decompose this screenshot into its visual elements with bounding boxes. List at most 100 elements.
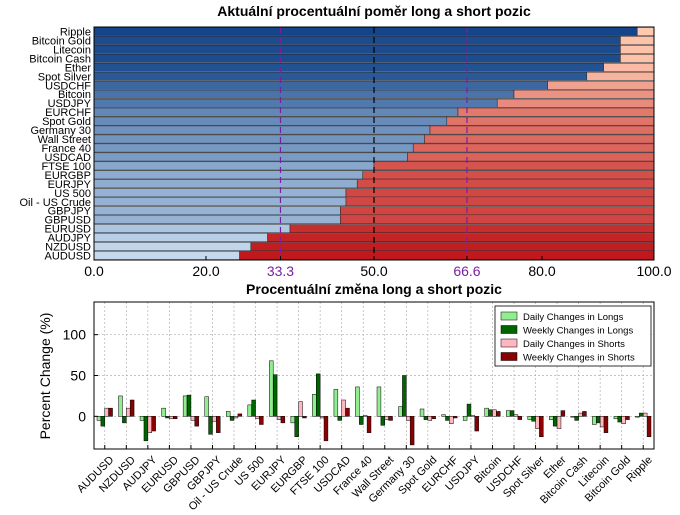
top-chart-title: Aktuální procentuální poměr long a short… (217, 3, 531, 19)
legend-swatch-weekly-changes-in-longs (500, 325, 518, 334)
bar-daily-changes-in-longs-usdcad (333, 389, 339, 417)
bar-daily-changes-in-longs-eurjpy (269, 360, 274, 417)
bar-short-usdjpy (496, 98, 655, 108)
bar-short-ether (603, 62, 655, 72)
bar-daily-changes-in-shorts-gbpjpy (212, 416, 217, 422)
x-tick-label: 80.0 (528, 263, 555, 279)
bar-short-germany-30 (429, 125, 655, 135)
bar-long-gbpjpy (93, 206, 341, 216)
bar-weekly-changes-in-longs-spot-silver (531, 416, 536, 422)
bar-weekly-changes-in-shorts-nzdusd (129, 399, 135, 417)
bar-long-audjpy (93, 233, 268, 242)
bar-daily-changes-in-longs-eurgbp (290, 416, 295, 424)
bar-weekly-changes-in-longs-bitcoin-cash (574, 416, 579, 421)
legend-box (494, 305, 652, 367)
bar-long-france-40 (93, 143, 414, 153)
x-tick-label: 33.3 (267, 263, 294, 279)
bar-weekly-changes-in-longs-usdjpy (466, 403, 472, 417)
bar-daily-changes-in-shorts-spot-gold (427, 416, 432, 421)
bar-long-ether (93, 62, 604, 72)
y-tick-label: USDJPY (48, 98, 92, 110)
bar-long-bitcoin-cash (93, 53, 621, 63)
bar-short-bitcoin (513, 89, 655, 99)
bar-short-oil-us-crude (345, 197, 655, 207)
bar-weekly-changes-in-shorts-france-40 (366, 416, 372, 433)
bar-long-eurgbp (93, 170, 364, 180)
bar-daily-changes-in-longs-ripple (635, 416, 640, 418)
bar-weekly-changes-in-longs-bitcoin (488, 409, 493, 417)
bar-short-spot-gold (446, 116, 655, 126)
y-tick-label: GBPUSD (45, 215, 92, 227)
y-tick-label: USDCHF (45, 80, 91, 92)
y-tick-label: EURGBP (45, 170, 91, 182)
bar-long-eurjpy (93, 179, 358, 189)
bar-daily-changes-in-longs-spot-gold (419, 408, 425, 417)
bar-weekly-changes-in-shorts-eurchf (453, 416, 458, 419)
y-tick-label: USDCAD (45, 152, 92, 164)
bar-daily-changes-in-shorts-eurjpy (276, 416, 282, 420)
x-tick-label: 20.0 (192, 263, 219, 279)
bar-long-bitcoin (93, 89, 515, 99)
y-tick-label: GBPJPY (48, 206, 92, 218)
bottom-chart: AUDUSDNZDUSDAUDJPYEURUSDGBPUSDGBPJPYOil … (63, 301, 655, 513)
bar-short-gbpusd (340, 215, 655, 225)
bar-weekly-changes-in-longs-eurchf (445, 416, 450, 421)
bar-long-nzdusd (93, 242, 252, 251)
bar-daily-changes-in-longs-ether (549, 416, 554, 420)
bar-long-eurchf (93, 107, 459, 117)
bar-daily-changes-in-shorts-eurchf (449, 416, 454, 424)
bar-weekly-changes-in-shorts-usdcad (345, 407, 350, 417)
x-tick-label: 0.0 (84, 263, 104, 279)
bar-weekly-changes-in-longs-nzdusd (122, 416, 127, 424)
y-tick-label: EURCHF (45, 107, 91, 119)
bar-daily-changes-in-shorts-spot-silver (535, 416, 540, 429)
bar-daily-changes-in-shorts-usdcad (341, 399, 346, 417)
bar-short-spot-silver (586, 71, 655, 81)
bar-short-litecoin (620, 45, 655, 54)
x-tick-label: 66.6 (453, 263, 480, 279)
bar-weekly-changes-in-longs-litecoin (596, 416, 601, 424)
bar-weekly-changes-in-shorts-ripple (646, 416, 652, 438)
bar-daily-changes-in-shorts-bitcoin (492, 409, 497, 417)
legend: Daily Changes in Longs Weekly Changes in … (494, 305, 652, 367)
bar-long-spot-gold (93, 116, 448, 126)
bar-daily-changes-in-longs-audjpy (139, 416, 145, 421)
bar-short-ftse-100 (373, 161, 655, 171)
bar-short-gbpjpy (340, 206, 655, 216)
bar-weekly-changes-in-shorts-bitcoin (496, 411, 501, 417)
bar-daily-changes-in-shorts-ftse-100 (319, 416, 325, 419)
y-tick-label: Bitcoin (58, 89, 91, 101)
bar-daily-changes-in-shorts-ether (556, 416, 562, 429)
y-tick-label: Bitcoin Gold (32, 35, 91, 47)
y-tick-label: Bitcoin Cash (29, 53, 91, 65)
bar-short-audusd (239, 251, 655, 260)
bar-daily-changes-in-longs-bitcoin-cash (570, 416, 575, 418)
bar-daily-changes-in-shorts-us-500 (255, 416, 260, 420)
bar-short-bitcoin-cash (620, 53, 655, 63)
legend-swatch-daily-changes-in-shorts (500, 338, 518, 348)
y-tick-label: Ripple (60, 26, 91, 38)
bar-short-eurgbp (362, 170, 655, 180)
bar-daily-changes-in-longs-nzdusd (118, 395, 123, 417)
bar-short-nzdusd (250, 242, 655, 251)
bar-weekly-changes-in-longs-eurgbp (294, 416, 299, 438)
bar-long-spot-silver (93, 71, 588, 81)
y-tick-label: EURUSD (45, 224, 92, 236)
bar-daily-changes-in-shorts-ripple (642, 412, 648, 417)
y-tick-label: Litecoin (53, 44, 91, 56)
bar-daily-changes-in-shorts-usdjpy (470, 415, 476, 417)
bar-weekly-changes-in-shorts-audusd (108, 407, 113, 417)
bar-short-eurchf (457, 107, 655, 117)
y-tick-label: US 500 (54, 188, 91, 200)
bar-daily-changes-in-longs-audusd (96, 416, 102, 421)
bar-weekly-changes-in-shorts-wall-street (388, 416, 393, 421)
bar-daily-changes-in-shorts-bitcoin-cash (578, 412, 583, 417)
bar-long-wall-street (93, 134, 425, 144)
y-tick-label: 0 (78, 408, 86, 424)
bar-weekly-changes-in-longs-eurjpy (272, 374, 278, 417)
y-tick-label: FTSE 100 (41, 161, 91, 173)
bar-weekly-changes-in-shorts-gbpjpy (216, 416, 221, 433)
bar-weekly-changes-in-shorts-germany-30 (409, 416, 415, 446)
bar-weekly-changes-in-shorts-spot-silver (539, 416, 544, 438)
